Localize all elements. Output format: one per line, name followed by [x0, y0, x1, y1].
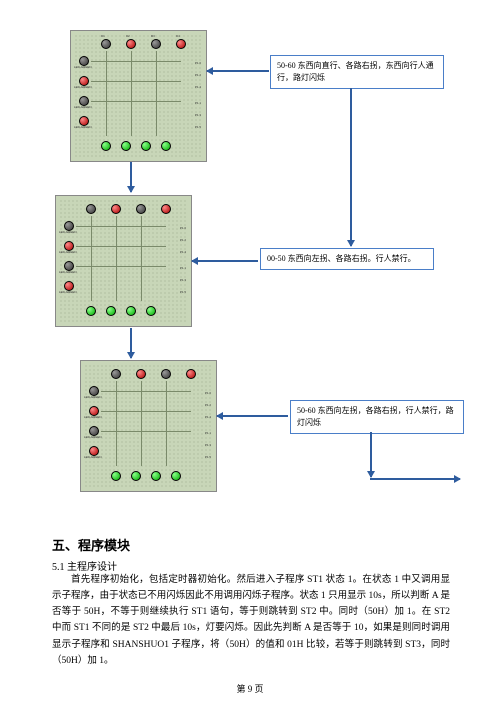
textbox-2: 00-50 东西向左拐、各路右拐。行人禁行。	[260, 248, 434, 270]
textbox-1-content: 50-60 东西向直行、各路右拐，东西向行人通行，路灯闪烁	[277, 61, 434, 82]
textbox-1: 50-60 东西向直行、各路右拐，东西向行人通行，路灯闪烁	[270, 55, 444, 89]
page: D1 D2 D3 D4 LED-GREEN LED-GREEN LED-GREE…	[0, 0, 500, 707]
arrow-connector-1	[207, 70, 269, 72]
arrow-connector-2	[192, 260, 258, 262]
arrow-down-1	[350, 88, 352, 246]
arrow-connector-4	[370, 478, 460, 480]
section-title: 五、程序模块	[52, 535, 130, 554]
subsection-title: 5.1 主程序设计	[52, 558, 117, 573]
arrow-connector-3	[217, 415, 288, 417]
arrow-down-2	[130, 162, 132, 192]
page-footer: 第 9 页	[0, 682, 500, 695]
pcb-board-1: D1 D2 D3 D4 LED-GREEN LED-GREEN LED-GREE…	[70, 30, 207, 162]
pcb-board-2: LED-GREEN LED-GREEN LED-GREEN LED-GREEN …	[55, 195, 192, 327]
paragraph: 首先程序初始化，包括定时器初始化。然后进入子程序 ST1 状态 1。在状态 1 …	[52, 572, 450, 669]
textbox-3-content: 50-60 东西向左拐，各路右拐，行人禁行，路灯闪烁	[297, 406, 454, 427]
pcb-board-3: LED-GREEN LED-GREEN LED-GREEN LED-GREEN …	[80, 360, 217, 492]
arrow-down-4	[370, 432, 372, 477]
arrow-down-3	[130, 328, 132, 358]
textbox-3: 50-60 东西向左拐，各路右拐，行人禁行，路灯闪烁	[290, 400, 464, 434]
textbox-2-content: 00-50 东西向左拐、各路右拐。行人禁行。	[267, 254, 416, 263]
